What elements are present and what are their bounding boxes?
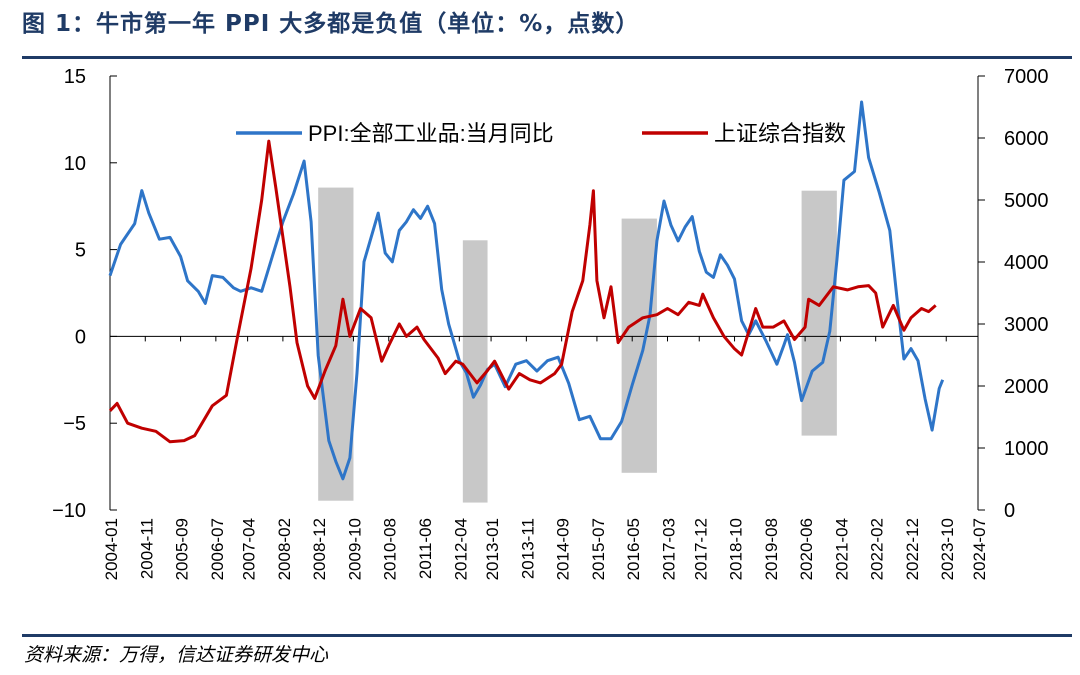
title-rule bbox=[22, 56, 1072, 59]
series-lines bbox=[108, 100, 945, 481]
x-tick-label: 2004-01 bbox=[102, 518, 121, 580]
x-tick-label: 2005-09 bbox=[173, 518, 192, 580]
x-tick-label: 2010-08 bbox=[381, 518, 400, 580]
x-tick-label: 2016-05 bbox=[624, 518, 643, 580]
left-tick-label: 0 bbox=[75, 326, 86, 348]
x-tick-label: 2014-09 bbox=[554, 518, 573, 580]
chart: 15 10 5 0 −5 −10 7000 6000 5000 4000 3000 2000 1000 0… bbox=[52, 66, 1048, 580]
x-tick-label: 2018-10 bbox=[727, 518, 746, 580]
x-tick-label: 2009-10 bbox=[345, 518, 364, 580]
x-tick-label: 2020-06 bbox=[797, 518, 816, 580]
ppi-series-line bbox=[108, 100, 945, 481]
left-tick-label: 10 bbox=[64, 153, 86, 175]
x-tick-label: 2022-12 bbox=[903, 518, 922, 580]
x-tick-label: 2015-07 bbox=[589, 518, 608, 580]
right-tick-label: 1000 bbox=[1004, 438, 1049, 460]
shaded-regions bbox=[318, 187, 837, 503]
legend: PPI:全部工业品:当月同比 上证综合指数 bbox=[236, 121, 846, 146]
x-tick-label: 2022-02 bbox=[868, 518, 887, 580]
x-tick-label: 2008-12 bbox=[310, 518, 329, 580]
x-tick-label: 2017-12 bbox=[691, 518, 710, 580]
x-tick-label: 2017-03 bbox=[659, 518, 678, 580]
right-tick-label: 3000 bbox=[1004, 314, 1049, 336]
x-tick-label: 2004-11 bbox=[137, 518, 156, 579]
x-tick-label: 2023-10 bbox=[938, 518, 957, 580]
left-tick-label: 5 bbox=[75, 240, 86, 262]
index-series-line bbox=[108, 139, 937, 444]
x-tick-label: 2011-06 bbox=[416, 518, 435, 579]
x-tick-label: 2006-07 bbox=[208, 518, 227, 580]
x-tick-label: 2007-04 bbox=[240, 518, 259, 580]
axes: 15 10 5 0 −5 −10 7000 6000 5000 4000 3000 2000 1000 0… bbox=[52, 66, 1048, 580]
left-tick-label: −10 bbox=[52, 500, 86, 522]
legend-label-ppi: PPI:全部工业品:当月同比 bbox=[308, 121, 554, 146]
shaded-region bbox=[621, 218, 657, 473]
right-tick-label: 6000 bbox=[1004, 128, 1049, 150]
right-tick-label: 5000 bbox=[1004, 190, 1049, 212]
x-tick-label: 2012-04 bbox=[451, 518, 470, 580]
source-note: 资料来源：万得，信达证券研发中心 bbox=[24, 644, 329, 666]
x-tick-label: 2013-01 bbox=[483, 518, 502, 580]
right-tick-label: 4000 bbox=[1004, 252, 1049, 274]
page-title: 图 1：牛市第一年 PPI 大多都是负值（单位：%，点数） bbox=[22, 11, 640, 37]
x-tick-label: 2008-02 bbox=[275, 518, 294, 580]
left-tick-label: −5 bbox=[63, 413, 86, 435]
x-tick-label: 2021-04 bbox=[832, 518, 851, 580]
right-tick-label: 0 bbox=[1004, 500, 1015, 522]
right-tick-label: 7000 bbox=[1004, 66, 1049, 88]
x-tick-label: 2024-07 bbox=[970, 518, 989, 580]
x-tick-label: 2019-08 bbox=[762, 518, 781, 580]
left-tick-label: 15 bbox=[64, 66, 86, 88]
legend-label-index: 上证综合指数 bbox=[714, 121, 846, 146]
x-tick-label: 2013-11 bbox=[518, 518, 537, 579]
right-tick-label: 2000 bbox=[1004, 376, 1049, 398]
source-rule bbox=[22, 634, 1072, 637]
